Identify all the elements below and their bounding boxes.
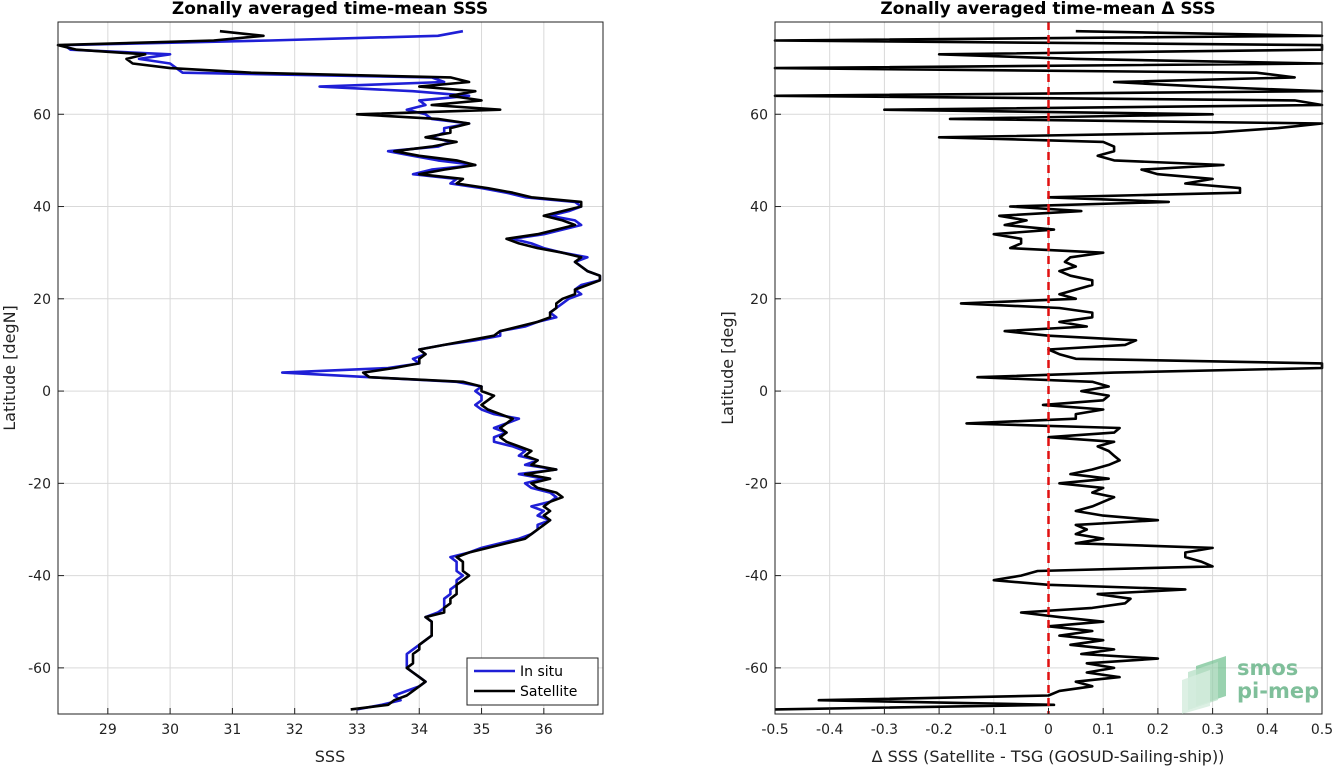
- left-y-ticks: -60 -40 -20 0 20 40 60: [28, 107, 64, 677]
- right-x-tick-label: 0.4: [1256, 722, 1278, 738]
- right-y-tick-label: 60: [750, 107, 768, 123]
- series-line-in-situ: [62, 29, 602, 711]
- right-series-group: [773, 29, 1324, 711]
- left-plot-frame: [57, 21, 604, 715]
- left-x-tick-label: 29: [99, 722, 117, 738]
- left-y-tick-label: 40: [33, 200, 51, 216]
- right-chart-title: Zonally averaged time-mean Δ SSS: [880, 0, 1215, 19]
- left-y-tick-label: -20: [28, 476, 51, 492]
- left-y-tick-label: -60: [28, 661, 51, 677]
- series-line-delta-sss: [773, 29, 1324, 711]
- right-x-axis-label: Δ SSS (Satellite - TSG (GOSUD-Sailing-sh…: [872, 747, 1225, 766]
- legend-label-satellite: Satellite: [520, 684, 577, 700]
- sss-profile-panel: Zonally averaged time-mean SSS 29 30 31 32 3…: [0, 0, 604, 766]
- left-series-group: [56, 29, 602, 711]
- right-y-axis-label: Latitude [deg]: [718, 311, 737, 425]
- right-x-tick-label: -0.2: [925, 722, 952, 738]
- right-y-tick-label: 40: [750, 200, 768, 216]
- right-x-tick-label: 0.1: [1092, 722, 1114, 738]
- left-y-tick-label: 0: [42, 384, 51, 400]
- series-line-satellite: [56, 29, 602, 711]
- right-x-tick-label: -0.5: [761, 722, 788, 738]
- left-x-axis-label: SSS: [315, 747, 345, 766]
- left-y-tick-label: -40: [28, 569, 51, 585]
- right-x-tick-label: 0: [1044, 722, 1053, 738]
- left-x-tick-label: 35: [473, 722, 491, 738]
- right-y-tick-label: -20: [745, 476, 768, 492]
- left-x-tick-label: 36: [535, 722, 553, 738]
- left-y-tick-label: 20: [33, 292, 51, 308]
- right-x-tick-label: 0.3: [1201, 722, 1223, 738]
- left-x-tick-label: 30: [161, 722, 179, 738]
- smos-pi-mep-logo: smos pi-mep: [1182, 656, 1319, 714]
- left-chart-title: Zonally averaged time-mean SSS: [172, 0, 488, 19]
- right-x-tick-label: 0.5: [1311, 722, 1333, 738]
- left-grid: [58, 22, 603, 714]
- right-x-tick-label: -0.4: [816, 722, 843, 738]
- right-y-tick-label: -40: [745, 569, 768, 585]
- right-y-tick-label: 20: [750, 292, 768, 308]
- right-y-tick-label: 0: [759, 384, 768, 400]
- left-x-tick-label: 32: [286, 722, 304, 738]
- logo-text-smos: smos: [1237, 656, 1298, 680]
- legend: In situ Satellite: [466, 657, 599, 706]
- right-x-tick-label: -0.3: [871, 722, 898, 738]
- right-x-tick-label: 0.2: [1147, 722, 1169, 738]
- delta-sss-panel: Zonally averaged time-mean Δ SSS -0.5 -0.…: [718, 0, 1333, 766]
- left-x-tick-label: 33: [348, 722, 366, 738]
- right-x-ticks: -0.5 -0.4 -0.3 -0.2 -0.1 0 0.1 0.2 0.3 0.4 0.5: [761, 708, 1333, 738]
- left-x-tick-label: 34: [410, 722, 428, 738]
- left-y-axis-label: Latitude [degN]: [0, 305, 19, 431]
- left-y-tick-label: 60: [33, 107, 51, 123]
- right-y-ticks: -60 -40 -20 0 20 40 60: [745, 107, 781, 677]
- legend-label-in-situ: In situ: [520, 664, 563, 680]
- logo-wave-icon: [1182, 656, 1226, 714]
- left-x-ticks: 29 30 31 32 33 34 35 36: [99, 708, 553, 738]
- logo-text-pi-mep: pi-mep: [1237, 679, 1319, 703]
- right-y-tick-label: -60: [745, 661, 768, 677]
- legend-box: [466, 657, 599, 706]
- left-x-tick-label: 31: [223, 722, 241, 738]
- right-x-tick-label: -0.1: [980, 722, 1007, 738]
